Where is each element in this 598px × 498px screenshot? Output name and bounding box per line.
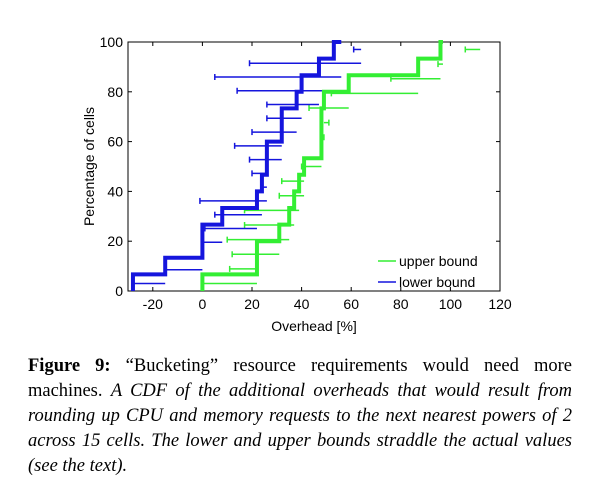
x-tick-label: 0	[199, 296, 207, 312]
legend: upper bound lower bound	[378, 253, 478, 290]
x-tick-label: 20	[244, 296, 260, 312]
lower-bound-range	[164, 266, 203, 273]
upper-bound-range	[201, 280, 257, 287]
y-tick-label: 60	[107, 134, 123, 150]
x-tick-label: 60	[343, 296, 359, 312]
cdf-chart: -20 0 20 40 60 80 100 120 0 20 40 60 80 100 Overhead …	[81, 34, 512, 334]
lower-bound-cdf-line	[130, 40, 342, 291]
lower-bound-range	[233, 142, 282, 149]
caption-label: Figure 9:	[28, 356, 111, 376]
upper-bound-range	[323, 119, 330, 126]
x-tick-label: 80	[393, 296, 409, 312]
lower-bound-range	[251, 129, 297, 136]
x-tick-label: 40	[294, 296, 310, 312]
lower-bound-range	[201, 239, 223, 246]
caption-body: A CDF of the additional overheads that w…	[28, 381, 572, 476]
x-tick-label: 120	[488, 296, 512, 312]
upper-bound-range	[278, 192, 305, 199]
plot-frame	[127, 41, 501, 292]
upper-bound-range	[464, 46, 481, 53]
cdf-figure: -20 0 20 40 60 80 100 120 0 20 40 60 80 100 Overhead …	[81, 34, 512, 334]
lower-bound-range	[236, 87, 334, 94]
y-tick-label: 0	[115, 283, 123, 299]
figure-caption: Figure 9: “Bucketing” resource requireme…	[28, 354, 572, 479]
upper-bound-range	[308, 104, 349, 111]
legend-label: upper bound	[399, 253, 478, 269]
caption-lead: “Bucketing” resource requirements would …	[28, 356, 572, 401]
y-tick-label: 80	[107, 84, 123, 100]
upper-bound-cdf-line	[200, 40, 443, 291]
y-tick-label: 100	[100, 34, 124, 50]
lower-bound-range	[352, 46, 362, 53]
lower-bound-range	[266, 101, 319, 108]
x-axis-label: Overhead [%]	[271, 318, 357, 334]
lower-bound-range	[248, 60, 362, 67]
upper-bound-range	[437, 61, 443, 68]
legend-label: lower bound	[399, 274, 475, 290]
y-tick-label: 40	[107, 183, 123, 199]
y-axis-label: Percentage of cells	[81, 107, 97, 226]
x-tick-label: -20	[143, 296, 163, 312]
lower-bound-range	[266, 115, 302, 122]
lower-bound-range	[214, 74, 342, 81]
y-tick-label: 20	[107, 233, 123, 249]
lower-bound-range	[132, 280, 166, 287]
upper-bound-range	[228, 265, 257, 272]
x-tick-label: 100	[439, 296, 463, 312]
